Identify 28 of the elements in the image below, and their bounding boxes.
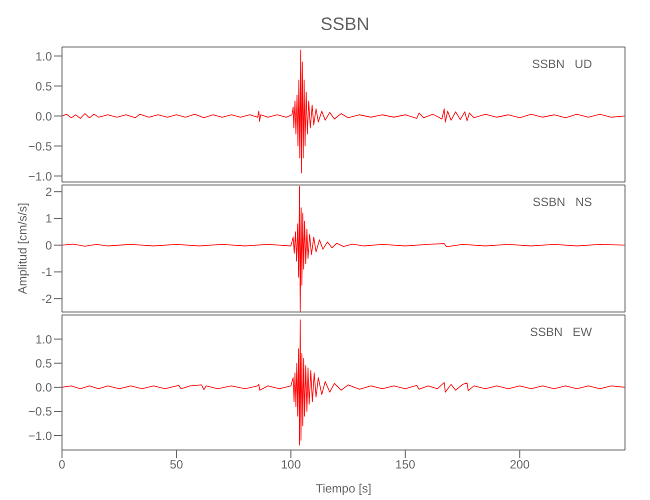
y-tick-label: −1.0 (28, 428, 52, 443)
y-tick-label: 0.0 (35, 380, 52, 395)
x-tick-label: 150 (395, 458, 416, 472)
y-tick-label: 0.5 (35, 79, 52, 94)
annotation: SSBN UD (532, 57, 592, 71)
chart-title: SSBN (319, 13, 371, 36)
y-tick-label: 0 (45, 238, 52, 252)
y-tick-label: 1.0 (35, 49, 52, 64)
x-tick-label: 50 (170, 458, 184, 472)
y-tick-label: −0.5 (28, 404, 52, 419)
y-tick-label: 0.0 (35, 109, 52, 124)
y-tick-label: 1.0 (35, 332, 52, 346)
y-tick-label: 1 (45, 212, 52, 226)
x-tick-label: 0 (58, 458, 66, 472)
annotation: SSBN EW (530, 325, 592, 339)
y-tick-label: 2 (45, 184, 52, 199)
annotation: SSBN NS (532, 195, 592, 209)
y-tick-label: −1.0 (28, 169, 52, 184)
y-tick-label: -1 (41, 265, 52, 280)
line-series (62, 319, 625, 446)
x-axis-title: Tiempo [s] (316, 482, 372, 496)
y-tick-label: 0.5 (35, 356, 52, 370)
line-series (62, 50, 625, 174)
x-tick-label: 100 (280, 458, 302, 472)
y-tick-label: -2 (41, 292, 52, 306)
y-axis-title: Amplitud [cm/s/s] (15, 202, 30, 294)
x-tick-label: 200 (510, 458, 530, 472)
y-tick-label: −0.5 (28, 139, 52, 154)
